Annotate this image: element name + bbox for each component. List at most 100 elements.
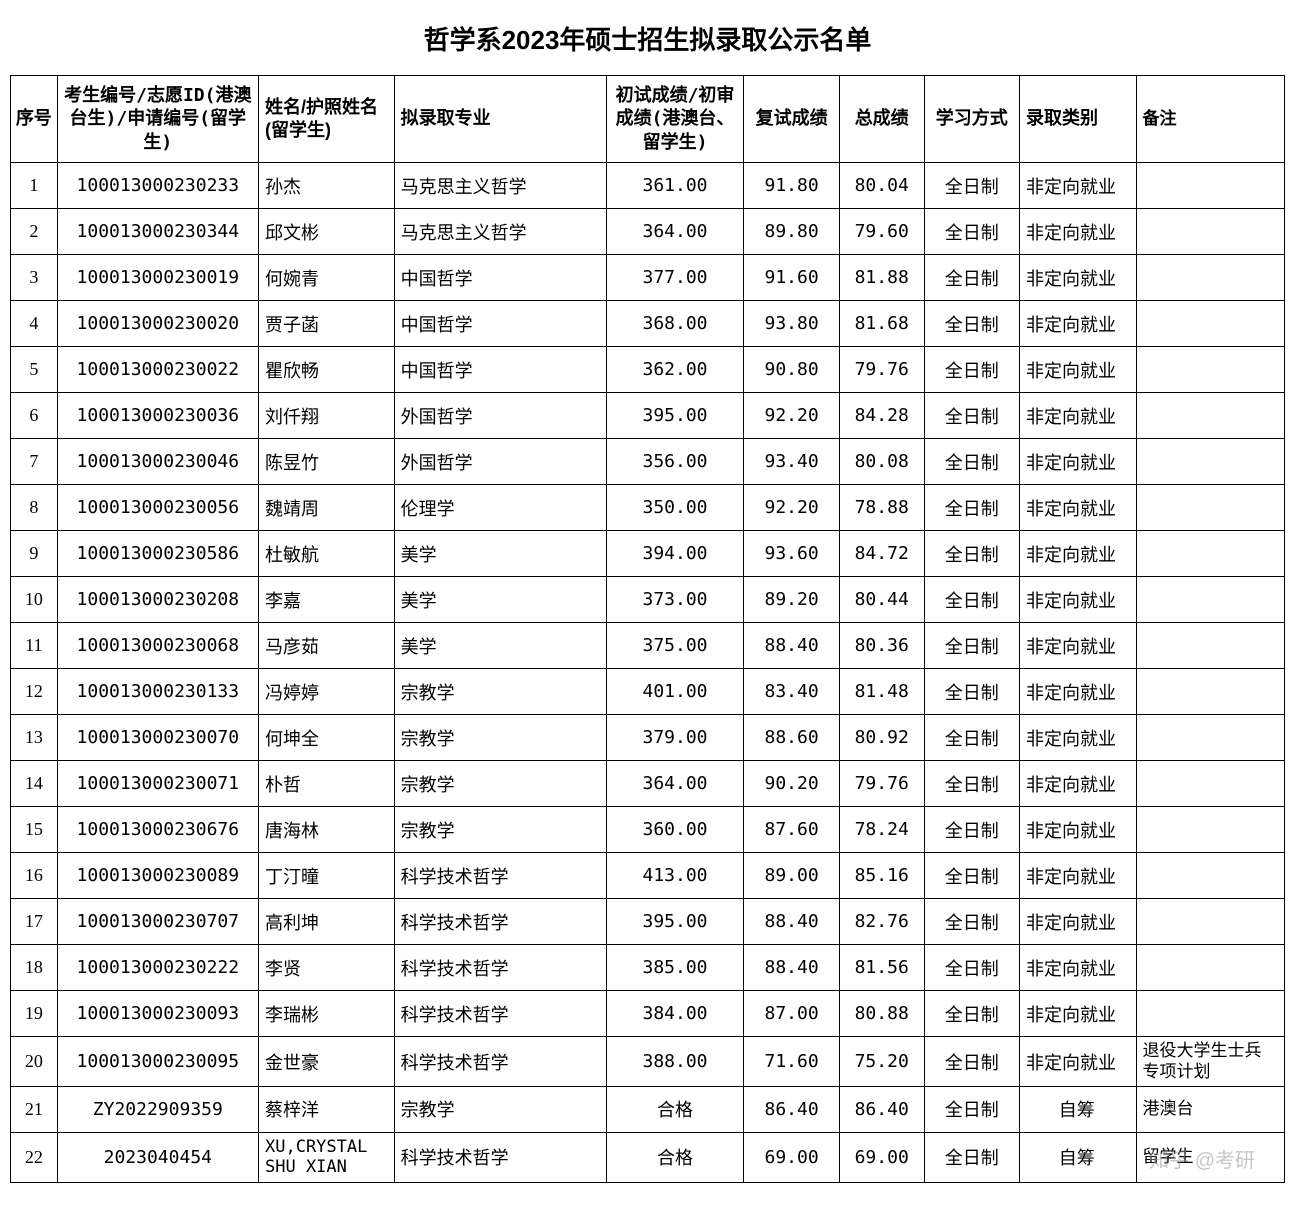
- table-row: 4100013000230020贾子菡中国哲学368.0093.8081.68全…: [11, 301, 1285, 347]
- cell: 92.20: [744, 485, 839, 531]
- cell: 李嘉: [259, 577, 395, 623]
- cell: 80.08: [839, 439, 924, 485]
- table-row: 17100013000230707高利坤科学技术哲学395.0088.4082.…: [11, 899, 1285, 945]
- cell: 科学技术哲学: [394, 1037, 606, 1087]
- cell: 全日制: [924, 623, 1019, 669]
- cell: 非定向就业: [1019, 209, 1136, 255]
- cell: 79.76: [839, 761, 924, 807]
- cell: 外国哲学: [394, 393, 606, 439]
- col-id: 考生编号/志愿ID(港澳台生)/申请编号(留学生): [57, 76, 258, 163]
- table-row: 19100013000230093李瑞彬科学技术哲学384.0087.0080.…: [11, 991, 1285, 1037]
- cell: 364.00: [606, 761, 744, 807]
- table-row: 18100013000230222李贤科学技术哲学385.0088.4081.5…: [11, 945, 1285, 991]
- cell: 90.20: [744, 761, 839, 807]
- cell: 85.16: [839, 853, 924, 899]
- cell: 非定向就业: [1019, 393, 1136, 439]
- cell: 全日制: [924, 485, 1019, 531]
- cell: [1136, 669, 1284, 715]
- cell: 魏靖周: [259, 485, 395, 531]
- cell: 8: [11, 485, 58, 531]
- cell: 陈昱竹: [259, 439, 395, 485]
- cell: 100013000230019: [57, 255, 258, 301]
- cell: 宗教学: [394, 807, 606, 853]
- cell: 19: [11, 991, 58, 1037]
- cell: 1: [11, 163, 58, 209]
- cell: 马克思主义哲学: [394, 163, 606, 209]
- col-name: 姓名/护照姓名(留学生): [259, 76, 395, 163]
- cell: 2: [11, 209, 58, 255]
- cell: [1136, 301, 1284, 347]
- cell: 379.00: [606, 715, 744, 761]
- cell: 7: [11, 439, 58, 485]
- table-row: 9100013000230586杜敏航美学394.0093.6084.72全日制…: [11, 531, 1285, 577]
- cell: 100013000230222: [57, 945, 258, 991]
- cell: [1136, 531, 1284, 577]
- cell: 11: [11, 623, 58, 669]
- cell: 非定向就业: [1019, 945, 1136, 991]
- cell: [1136, 991, 1284, 1037]
- col-reexam: 复试成绩: [744, 76, 839, 163]
- cell: 86.40: [839, 1086, 924, 1132]
- cell: 3: [11, 255, 58, 301]
- cell: 贾子菡: [259, 301, 395, 347]
- cell: 宗教学: [394, 1086, 606, 1132]
- table-row: 222023040454XU,CRYSTAL SHU XIAN科学技术哲学合格6…: [11, 1132, 1285, 1182]
- cell: 88.60: [744, 715, 839, 761]
- cell: 92.20: [744, 393, 839, 439]
- table-row: 10100013000230208李嘉美学373.0089.2080.44全日制…: [11, 577, 1285, 623]
- table-row: 12100013000230133冯婷婷宗教学401.0083.4081.48全…: [11, 669, 1285, 715]
- col-note: 备注: [1136, 76, 1284, 163]
- cell: 非定向就业: [1019, 991, 1136, 1037]
- cell: 10: [11, 577, 58, 623]
- cell: 非定向就业: [1019, 853, 1136, 899]
- cell: 科学技术哲学: [394, 853, 606, 899]
- cell: 100013000230046: [57, 439, 258, 485]
- cell: 93.40: [744, 439, 839, 485]
- cell: 375.00: [606, 623, 744, 669]
- cell: 杜敏航: [259, 531, 395, 577]
- cell: [1136, 945, 1284, 991]
- table-row: 15100013000230676唐海林宗教学360.0087.6078.24全…: [11, 807, 1285, 853]
- col-seq: 序号: [11, 76, 58, 163]
- cell: 全日制: [924, 807, 1019, 853]
- cell: 非定向就业: [1019, 715, 1136, 761]
- cell: 75.20: [839, 1037, 924, 1087]
- cell: 89.20: [744, 577, 839, 623]
- cell: 14: [11, 761, 58, 807]
- cell: [1136, 347, 1284, 393]
- cell: 9: [11, 531, 58, 577]
- cell: XU,CRYSTAL SHU XIAN: [259, 1132, 395, 1182]
- cell: 全日制: [924, 1037, 1019, 1087]
- table-row: 14100013000230071朴哲宗教学364.0090.2079.76全日…: [11, 761, 1285, 807]
- cell: 马彦茹: [259, 623, 395, 669]
- cell: [1136, 163, 1284, 209]
- cell: 唐海林: [259, 807, 395, 853]
- cell: 356.00: [606, 439, 744, 485]
- cell: 385.00: [606, 945, 744, 991]
- cell: 港澳台: [1136, 1086, 1284, 1132]
- table-row: 2100013000230344邱文彬马克思主义哲学364.0089.8079.…: [11, 209, 1285, 255]
- cell: 78.24: [839, 807, 924, 853]
- cell: 美学: [394, 623, 606, 669]
- cell: 80.44: [839, 577, 924, 623]
- table-row: 7100013000230046陈昱竹外国哲学356.0093.4080.08全…: [11, 439, 1285, 485]
- cell: 361.00: [606, 163, 744, 209]
- cell: 69.00: [839, 1132, 924, 1182]
- table-row: 13100013000230070何坤全宗教学379.0088.6080.92全…: [11, 715, 1285, 761]
- table-row: 16100013000230089丁汀曈科学技术哲学413.0089.0085.…: [11, 853, 1285, 899]
- cell: 364.00: [606, 209, 744, 255]
- cell: 16: [11, 853, 58, 899]
- cell: 全日制: [924, 163, 1019, 209]
- cell: 全日制: [924, 531, 1019, 577]
- table-body: 1100013000230233孙杰马克思主义哲学361.0091.8080.0…: [11, 163, 1285, 1183]
- cell: ZY2022909359: [57, 1086, 258, 1132]
- cell: 全日制: [924, 1132, 1019, 1182]
- cell: 87.60: [744, 807, 839, 853]
- cell: 非定向就业: [1019, 301, 1136, 347]
- cell: [1136, 623, 1284, 669]
- cell: 冯婷婷: [259, 669, 395, 715]
- cell: 12: [11, 669, 58, 715]
- cell: 伦理学: [394, 485, 606, 531]
- cell: 刘仟翔: [259, 393, 395, 439]
- cell: 全日制: [924, 761, 1019, 807]
